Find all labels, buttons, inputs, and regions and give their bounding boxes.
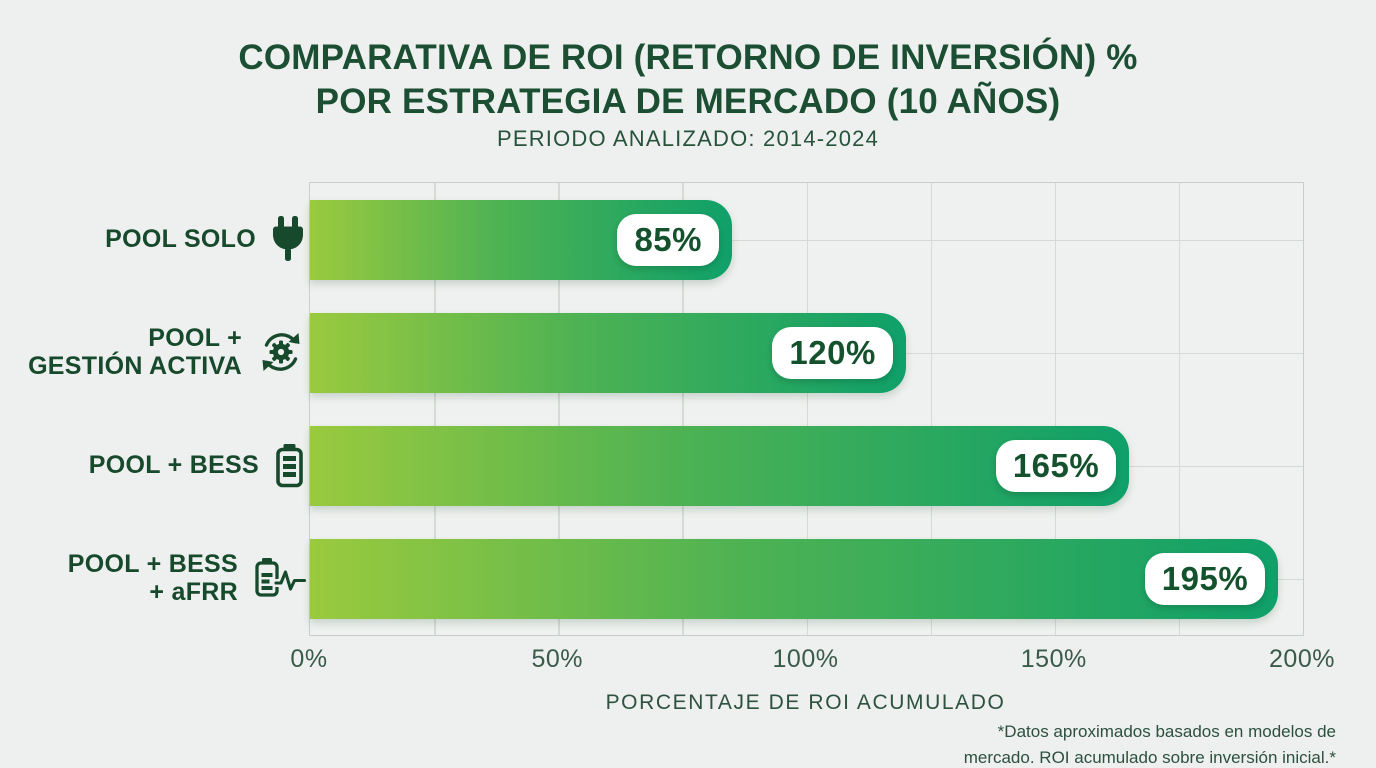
category-label: POOL + BESS + aFRR xyxy=(20,521,308,634)
vertical-gridline xyxy=(1054,183,1057,635)
x-tick-label: 0% xyxy=(290,645,328,673)
vertical-gridline xyxy=(806,183,808,635)
footnote: *Datos aproximados basados en modelos de… xyxy=(964,719,1336,768)
footnote-line2: mercado. ROI acumulado sobre inversión i… xyxy=(963,748,1336,767)
x-axis-ticks: 0% 50% 100% 150% 200% xyxy=(290,645,1334,677)
category-labels: POOL SOLO POOL + GESTIÓN ACTIVA xyxy=(20,182,308,634)
plug-icon xyxy=(268,215,308,262)
footnote-line1: *Datos aproximados basados en modelos de xyxy=(997,722,1336,741)
roi-bar: 85% xyxy=(310,199,733,280)
category-label: POOL SOLO xyxy=(20,182,308,295)
vertical-gridline xyxy=(930,183,933,635)
x-tick-label: 200% xyxy=(1269,645,1335,673)
value-badge: 195% xyxy=(1144,552,1266,605)
x-tick-label: 50% xyxy=(531,645,584,673)
x-tick-label: 100% xyxy=(772,645,839,673)
value-badge: 85% xyxy=(617,213,720,266)
category-label: POOL + GESTIÓN ACTIVA xyxy=(20,295,308,408)
page-title-line1: COMPARATIVA DE ROI (RETORNO DE INVERSIÓN… xyxy=(238,38,1138,77)
vertical-gridline xyxy=(558,183,560,635)
battery-pulse-icon xyxy=(250,553,308,603)
value-badge: 120% xyxy=(772,326,893,379)
vertical-gridline xyxy=(434,183,436,635)
category-label-text: POOL + BESS xyxy=(88,450,259,479)
roi-bar: 165% xyxy=(310,425,1130,506)
category-label-text: POOL + GESTIÓN ACTIVA xyxy=(28,323,242,380)
x-tick-label: 150% xyxy=(1020,645,1087,673)
category-label: POOL + BESS xyxy=(20,408,308,521)
page-subtitle: PERIODO ANALIZADO: 2014-2024 xyxy=(496,126,880,151)
roi-bar: 195% xyxy=(310,538,1279,619)
plot-area: 85% 120% 165% 195% xyxy=(309,182,1304,636)
value-badge: 165% xyxy=(995,439,1117,492)
vertical-gridline xyxy=(1178,183,1181,635)
page-title: COMPARATIVA DE ROI (RETORNO DE INVERSIÓN… xyxy=(0,36,1376,124)
row-gridline xyxy=(310,239,1303,241)
category-label-text: POOL + BESS + aFRR xyxy=(67,549,238,606)
page-title-line2: POR ESTRATEGIA DE MERCADO (10 AÑOS) xyxy=(315,82,1061,121)
gear-sync-icon xyxy=(254,325,308,379)
category-label-text: POOL SOLO xyxy=(105,224,256,253)
battery-icon xyxy=(271,441,308,489)
roi-bar: 120% xyxy=(310,312,906,393)
x-axis-label: PORCENTAJE DE ROI ACUMULADO xyxy=(605,691,1006,714)
vertical-gridline xyxy=(682,183,684,635)
